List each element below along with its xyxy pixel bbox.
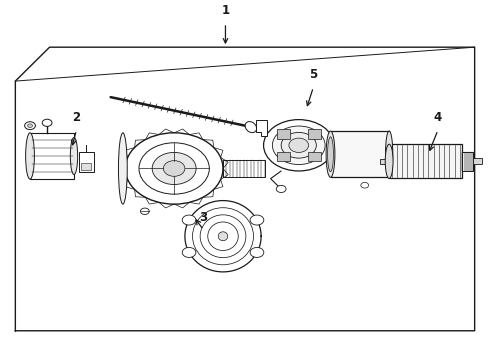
Ellipse shape [25,133,34,179]
Ellipse shape [385,144,393,179]
Bar [331,131,389,177]
Circle shape [272,126,325,165]
Ellipse shape [245,122,257,132]
Circle shape [264,120,334,171]
Circle shape [152,152,196,185]
Bar [79,152,94,172]
Bar [30,133,74,179]
Circle shape [141,208,149,215]
Circle shape [42,119,52,126]
Bar [277,152,290,161]
Circle shape [250,215,264,225]
Ellipse shape [328,137,333,172]
Circle shape [361,183,368,188]
Ellipse shape [71,138,77,175]
Text: 1: 1 [221,4,229,17]
Ellipse shape [386,131,393,177]
Circle shape [125,133,223,204]
Text: 4: 4 [434,111,442,124]
Bar [81,163,91,170]
Circle shape [182,215,196,225]
Circle shape [289,138,309,153]
Circle shape [24,122,35,130]
Bar [277,129,290,139]
Ellipse shape [218,232,228,241]
Bar [308,129,320,139]
Polygon shape [256,120,267,136]
Text: 2: 2 [73,111,80,124]
Bar [389,144,463,179]
Bar [463,152,473,171]
Ellipse shape [326,131,335,177]
Bar [473,158,482,164]
Circle shape [250,247,264,257]
Text: 3: 3 [199,211,208,224]
Circle shape [163,161,185,176]
Bar [380,159,389,164]
Ellipse shape [119,133,127,204]
Text: 5: 5 [309,68,318,81]
Circle shape [27,124,32,127]
Circle shape [182,247,196,257]
Circle shape [139,143,209,194]
Bar [223,159,265,177]
Circle shape [281,132,317,158]
Circle shape [276,185,286,193]
Bar [308,152,320,161]
